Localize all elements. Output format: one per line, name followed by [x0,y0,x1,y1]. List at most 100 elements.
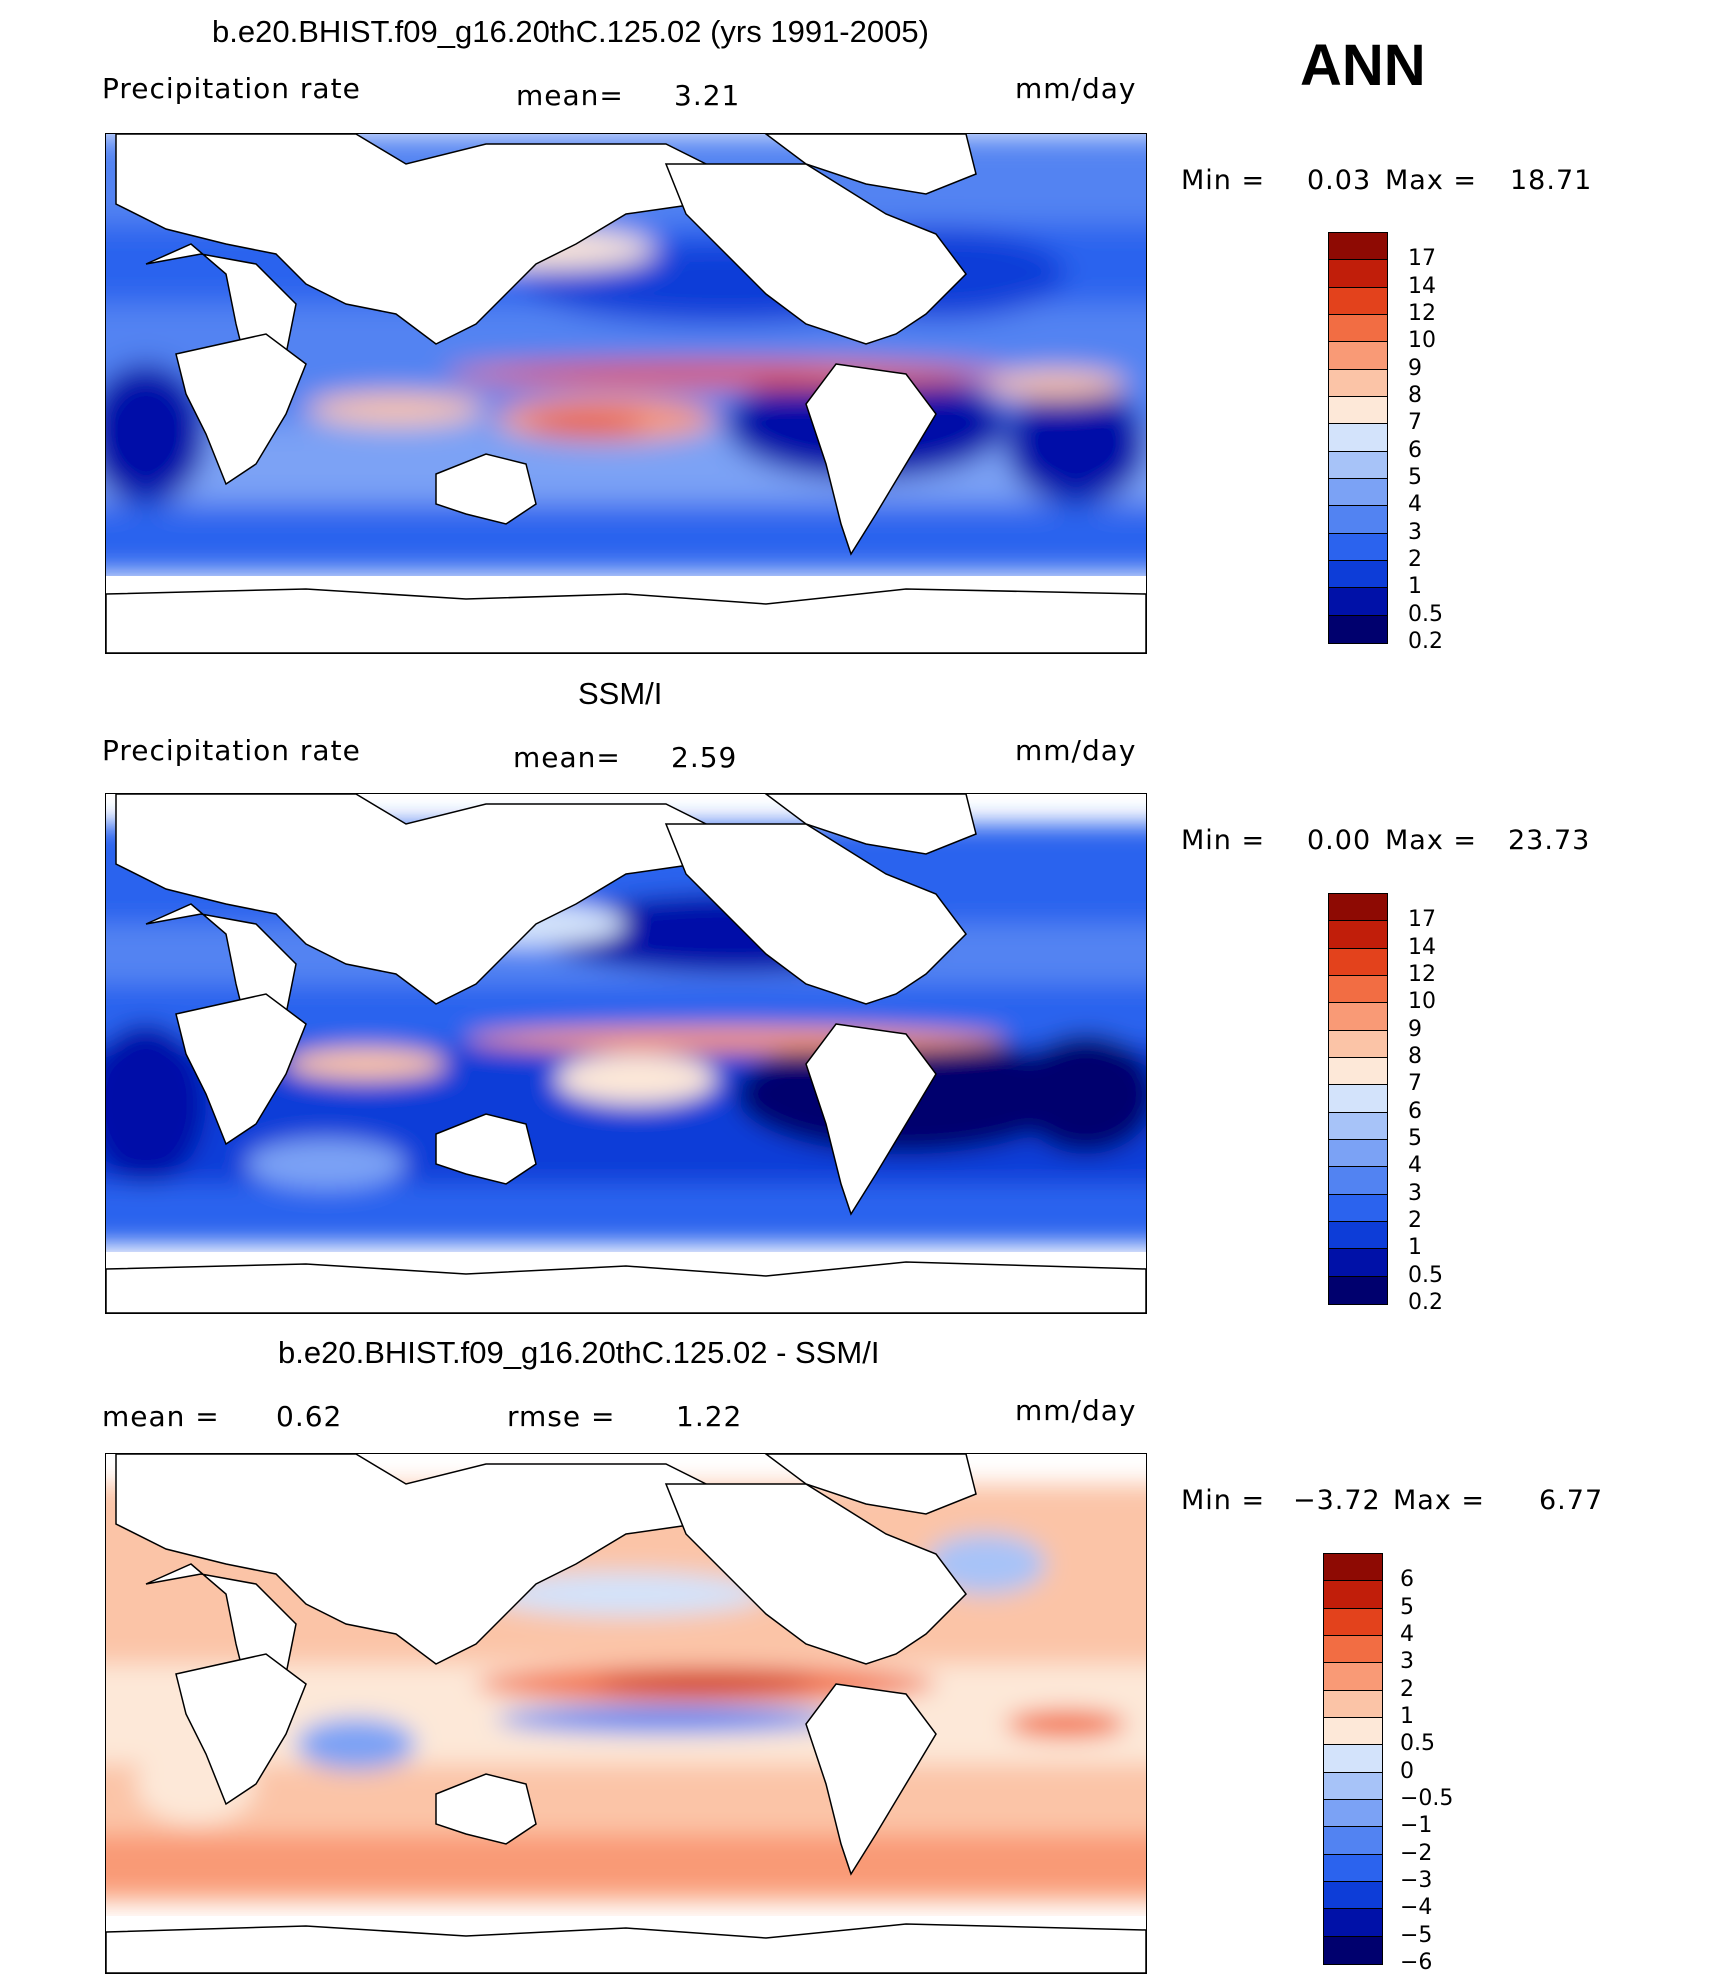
panel2-units: mm/day [1015,734,1137,767]
colorbar-tick-label: 0.5 [1408,601,1443,627]
colorbar-swatch [1324,1635,1382,1664]
colorbar-swatch [1324,1854,1382,1882]
panel1-max-label: Max = [1385,165,1478,196]
colorbar-swatch [1329,894,1387,922]
panel2-min-label: Min = [1181,825,1266,856]
colorbar-swatch [1329,1003,1387,1031]
colorbar-tick-label: 1 [1408,1235,1422,1261]
colorbar-tick-label: −3 [1400,1868,1433,1893]
colorbar-tick-label: 2 [1408,1208,1422,1233]
colorbar-tick-label: 3 [1400,1649,1414,1675]
colorbar-swatch [1329,342,1387,370]
colorbar-swatch [1329,1221,1387,1250]
panel1-min-value: 0.03 [1307,165,1372,196]
colorbar-tick-label: 14 [1408,934,1436,960]
panel1-units: mm/day [1015,72,1137,105]
colorbar-swatch [1329,615,1387,643]
colorbar-tick-label: 9 [1408,1016,1422,1042]
colorbar-tick-label: 1 [1408,574,1422,600]
colorbar-tick-label: 5 [1408,1126,1422,1151]
panel1-mean-value: 3.21 [674,79,741,112]
colorbar-swatch [1329,478,1387,507]
colorbar-swatch [1329,1057,1387,1086]
panel3-rmse-value: 1.22 [676,1400,743,1433]
colorbar-swatch [1324,1663,1382,1691]
colorbar-tick-label: 5 [1400,1594,1414,1620]
panel3-map [105,1453,1147,1974]
colorbar-tick-label: −0.5 [1400,1786,1454,1811]
colorbar-tick-label: 12 [1408,301,1436,326]
colorbar-swatch [1324,1772,1382,1800]
colorbar-swatch [1329,948,1387,976]
colorbar-swatch [1329,1139,1387,1168]
colorbar-swatch [1324,1909,1382,1937]
colorbar-tick-label: 4 [1408,492,1422,518]
colorbar-swatch [1329,314,1387,343]
colorbar-tick-label: 4 [1400,1622,1414,1647]
colorbar-tick-label: 10 [1408,328,1436,354]
colorbar-swatch [1324,1717,1382,1746]
colorbar-swatch [1329,451,1387,479]
panel2-map [105,793,1147,1314]
colorbar-tick-label: 0.2 [1408,629,1443,654]
colorbar-swatch [1329,560,1387,589]
colorbar-tick-label: 0 [1400,1758,1414,1784]
panel3-units: mm/day [1015,1394,1137,1427]
colorbar-swatch [1329,588,1387,616]
colorbar-tick-label: 0.5 [1408,1262,1443,1288]
panel3-mean-label: mean = [102,1400,220,1433]
colorbar-swatch [1329,287,1387,315]
colorbar-tick-label: −1 [1400,1813,1433,1839]
colorbar-swatch [1324,1881,1382,1910]
panel3-rmse-label: rmse = [507,1400,616,1433]
colorbar-swatch [1324,1745,1382,1773]
colorbar-tick-label: −6 [1400,1950,1433,1975]
season-label: ANN [1300,33,1426,98]
colorbar-tick-label: 5 [1408,465,1422,490]
colorbar-tick-label: −5 [1400,1922,1433,1948]
panel2-variable-label: Precipitation rate [102,734,361,767]
panel1-map [105,133,1147,654]
panel3-max-label: Max = [1393,1485,1486,1516]
colorbar-tick-label: 9 [1408,355,1422,381]
colorbar-tick-label: 8 [1408,383,1422,408]
colorbar-swatch [1329,260,1387,288]
panel1-max-value: 18.71 [1510,165,1593,196]
panel3-min-value: −3.72 [1293,1485,1381,1516]
panel2-max-value: 23.73 [1508,825,1591,856]
colorbar-tick-label: 17 [1408,907,1436,933]
panel1-colorbar [1328,232,1388,644]
colorbar-tick-label: 7 [1408,410,1422,436]
colorbar-tick-label: 14 [1408,273,1436,299]
colorbar-tick-label: 2 [1400,1676,1414,1702]
colorbar-tick-label: 4 [1408,1153,1422,1179]
colorbar-swatch [1329,921,1387,949]
colorbar-tick-label: 6 [1408,437,1422,463]
colorbar-swatch [1329,1249,1387,1277]
colorbar-tick-label: 3 [1408,519,1422,545]
colorbar-tick-label: −2 [1400,1840,1433,1866]
colorbar-swatch [1329,233,1387,261]
colorbar-swatch [1329,975,1387,1004]
panel1-map-svg [106,134,1146,653]
panel3-map-svg [106,1454,1146,1973]
panel1-mean-label: mean= [516,79,624,112]
colorbar-swatch [1329,1167,1387,1195]
colorbar-swatch [1329,1085,1387,1113]
colorbar-tick-label: 0.2 [1408,1290,1443,1315]
colorbar-tick-label: 6 [1408,1098,1422,1124]
panel2-max-label: Max = [1385,825,1478,856]
colorbar-swatch [1329,369,1387,397]
panel1-min-label: Min = [1181,165,1266,196]
colorbar-swatch [1324,1608,1382,1636]
colorbar-tick-label: 1 [1400,1704,1414,1729]
colorbar-tick-label: 7 [1408,1071,1422,1097]
colorbar-tick-label: 17 [1408,246,1436,272]
colorbar-swatch [1329,1276,1387,1304]
colorbar-swatch [1324,1690,1382,1718]
colorbar-tick-label: 12 [1408,962,1436,987]
colorbar-tick-label: 8 [1408,1044,1422,1069]
colorbar-swatch [1329,424,1387,452]
colorbar-tick-label: 3 [1408,1180,1422,1206]
panel2-map-svg [106,794,1146,1313]
